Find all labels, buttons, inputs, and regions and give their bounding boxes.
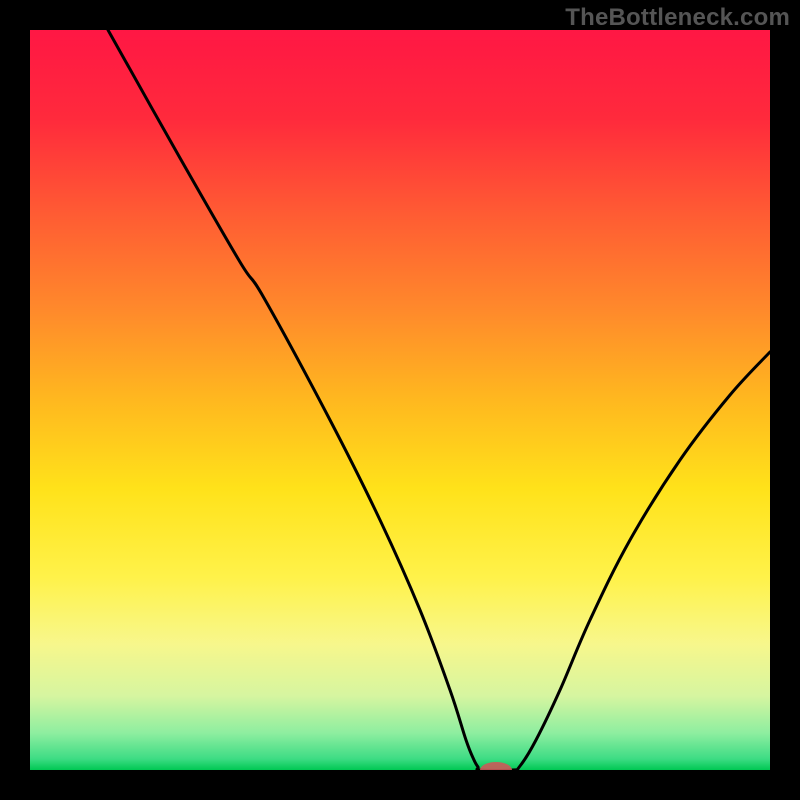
watermark-text: TheBottleneck.com [565,4,790,32]
chart-frame: TheBottleneck.com [0,0,800,800]
gradient-fill [30,30,770,770]
bottleneck-chart [0,0,800,800]
